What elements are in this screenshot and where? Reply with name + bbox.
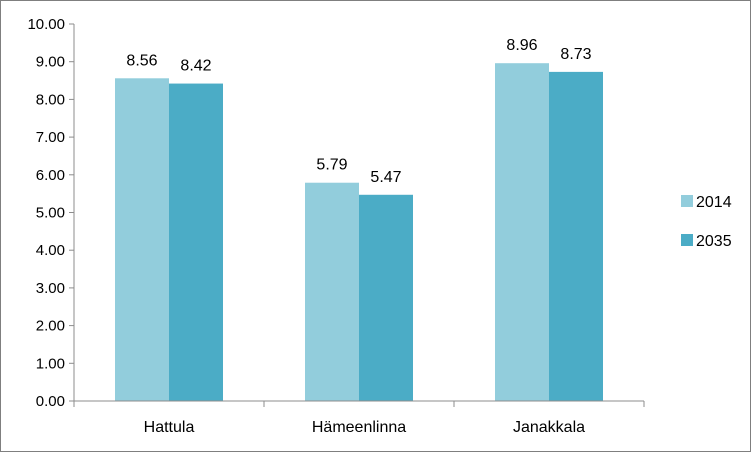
bar-2035-Janakkala [549, 71, 603, 401]
bar-2035-Hämeenlinna [359, 194, 413, 401]
legend-swatch-2014 [681, 195, 693, 207]
x-tick-label: Hämeenlinna [312, 419, 406, 436]
data-label: 8.56 [126, 52, 157, 69]
data-label: 8.42 [180, 58, 211, 75]
y-tick-label: 5.00 [36, 205, 65, 222]
y-tick-label: 7.00 [36, 129, 65, 146]
legend-label-2035: 2035 [696, 233, 732, 250]
bar-2035-Hattula [169, 83, 223, 401]
y-tick-label: 1.00 [36, 355, 65, 372]
legend: 2014 2035 [681, 194, 732, 250]
x-tick-label: Hattula [144, 419, 195, 436]
bar-2014-Hattula [115, 78, 169, 402]
data-label: 8.96 [506, 37, 537, 54]
legend-swatch-2035 [681, 234, 693, 246]
y-tick-label: 9.00 [36, 54, 65, 71]
y-tick-label: 3.00 [36, 280, 65, 297]
y-tick-label: 0.00 [36, 393, 65, 410]
bar-2014-Hämeenlinna [305, 182, 359, 401]
y-tick-label: 8.00 [36, 91, 65, 108]
y-tick-label: 10.00 [27, 16, 65, 33]
data-label: 5.79 [316, 157, 347, 174]
data-label: 5.47 [370, 169, 401, 186]
legend-label-2014: 2014 [696, 194, 732, 211]
y-tick-label: 4.00 [36, 242, 65, 259]
bar-2014-Janakkala [495, 63, 549, 401]
y-tick-label: 6.00 [36, 167, 65, 184]
x-tick-label: Janakkala [513, 419, 585, 436]
y-tick-label: 2.00 [36, 318, 65, 335]
data-label: 8.73 [560, 46, 591, 63]
plot-area: 0.00 1.00 2.00 3.00 4.00 5.00 6.00 7.00 8.00 9.00… [27, 16, 645, 436]
